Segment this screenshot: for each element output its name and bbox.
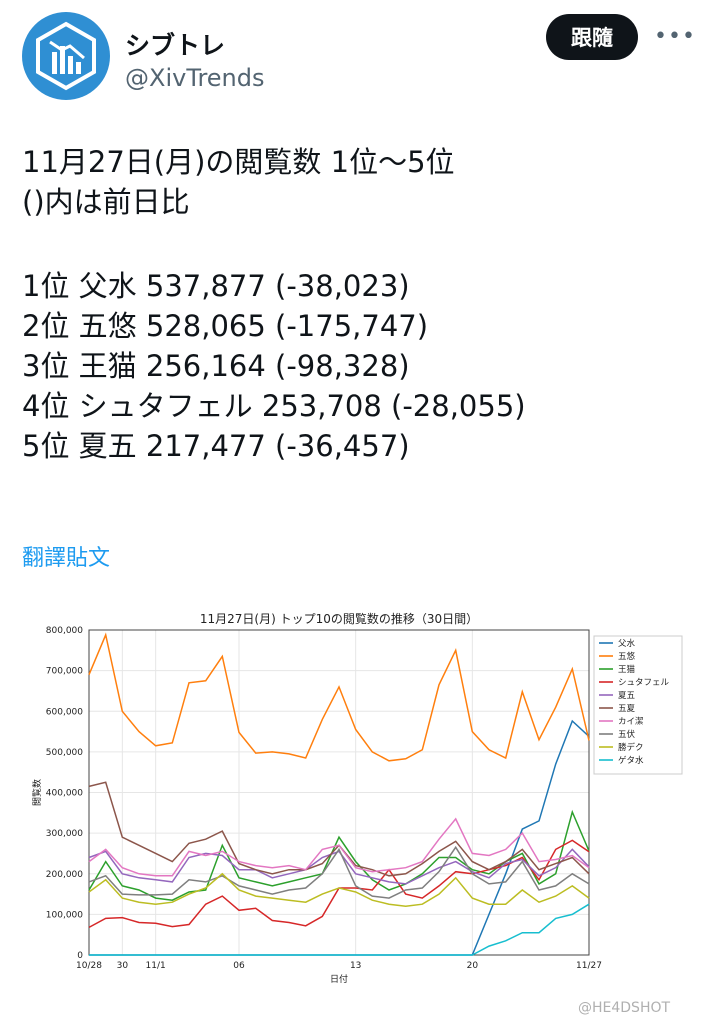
y-tick-label: 500,000 [46, 748, 83, 758]
y-tick-label: 200,000 [46, 870, 83, 880]
translate-link[interactable]: 翻譯貼文 [22, 546, 111, 571]
legend-label: 勝デク [618, 742, 644, 753]
x-tick-label: 11/27 [576, 961, 602, 971]
legend-label: 五悠 [618, 651, 636, 662]
series-line [89, 903, 590, 956]
y-tick-label: 300,000 [46, 829, 83, 839]
y-tick-label: 800,000 [46, 626, 83, 636]
legend-label: 父水 [618, 638, 636, 649]
x-tick-label: 10/28 [76, 961, 102, 971]
series-line [88, 872, 590, 908]
x-tick-label: 20 [467, 961, 479, 971]
more-dots-icon[interactable]: ••• [654, 24, 696, 49]
line-chart: 11月27日(月) トップ10の閲覧数の推移（30日間） 0 100,000 200,… [31, 611, 683, 985]
chart-image[interactable]: 11月27日(月) トップ10の閲覧数の推移（30日間） 0 100,000 200,… [26, 603, 696, 985]
tweet-text: 11月27日(月)の閲覧数 1位～5位 ()内は前日比 1位 父水 537,87… [22, 142, 692, 466]
user-handle[interactable]: @XivTrends [125, 64, 265, 92]
tweet-line: 4位 シュタフェル 253,708 (-28,055) [22, 389, 526, 423]
legend-label: 夏五 [618, 691, 636, 701]
tweet-line: 2位 五悠 528,065 (-175,747) [22, 309, 429, 343]
legend-label: 五伏 [618, 729, 636, 740]
series-line [88, 848, 590, 885]
watermark: @HE4DSHOT [578, 1000, 671, 1016]
display-name[interactable]: シブトレ [125, 31, 226, 60]
tweet-line: 11月27日(月)の閲覧数 1位～5位 [22, 145, 455, 179]
series-line [88, 845, 590, 899]
avatar[interactable] [22, 12, 110, 100]
legend-label: ゲタ水 [618, 755, 644, 766]
y-tick-label: 600,000 [46, 707, 83, 717]
follow-button[interactable]: 跟隨 [546, 14, 638, 60]
x-tick-label: 13 [350, 961, 361, 971]
legend-label: カイ潔 [618, 717, 644, 727]
y-axis-label: 閲覧数 [31, 779, 43, 806]
y-tick-label: 0 [77, 951, 83, 961]
legend-box [593, 635, 683, 775]
x-tick-label: 06 [233, 961, 245, 971]
series-line [88, 817, 590, 877]
bar-chart-logo-icon [36, 21, 96, 91]
series-line [88, 632, 590, 762]
tweet-line: 5位 夏五 217,477 (-36,457) [22, 429, 410, 463]
legend-label: シュタフェル [618, 678, 670, 688]
tweet-line: ()内は前日比 [22, 185, 190, 219]
y-tick-label: 700,000 [46, 667, 83, 677]
x-tick-label: 11/1 [146, 961, 166, 971]
legend-label: 王猫 [618, 664, 636, 675]
tweet-line-blank [22, 222, 692, 266]
tweet-line: 3位 王猫 256,164 (-98,328) [22, 349, 410, 383]
chart-title: 11月27日(月) トップ10の閲覧数の推移（30日間） [200, 611, 478, 626]
y-tick-label: 100,000 [46, 910, 83, 920]
y-tick-label: 400,000 [46, 789, 83, 799]
tweet-line: 1位 父水 537,877 (-38,023) [22, 269, 410, 303]
legend-label: 五夏 [618, 704, 636, 714]
tweet-header: シブトレ @XivTrends 跟隨 ••• [22, 12, 698, 100]
x-tick-label: 30 [117, 961, 129, 971]
x-axis-label: 日付 [330, 974, 348, 983]
